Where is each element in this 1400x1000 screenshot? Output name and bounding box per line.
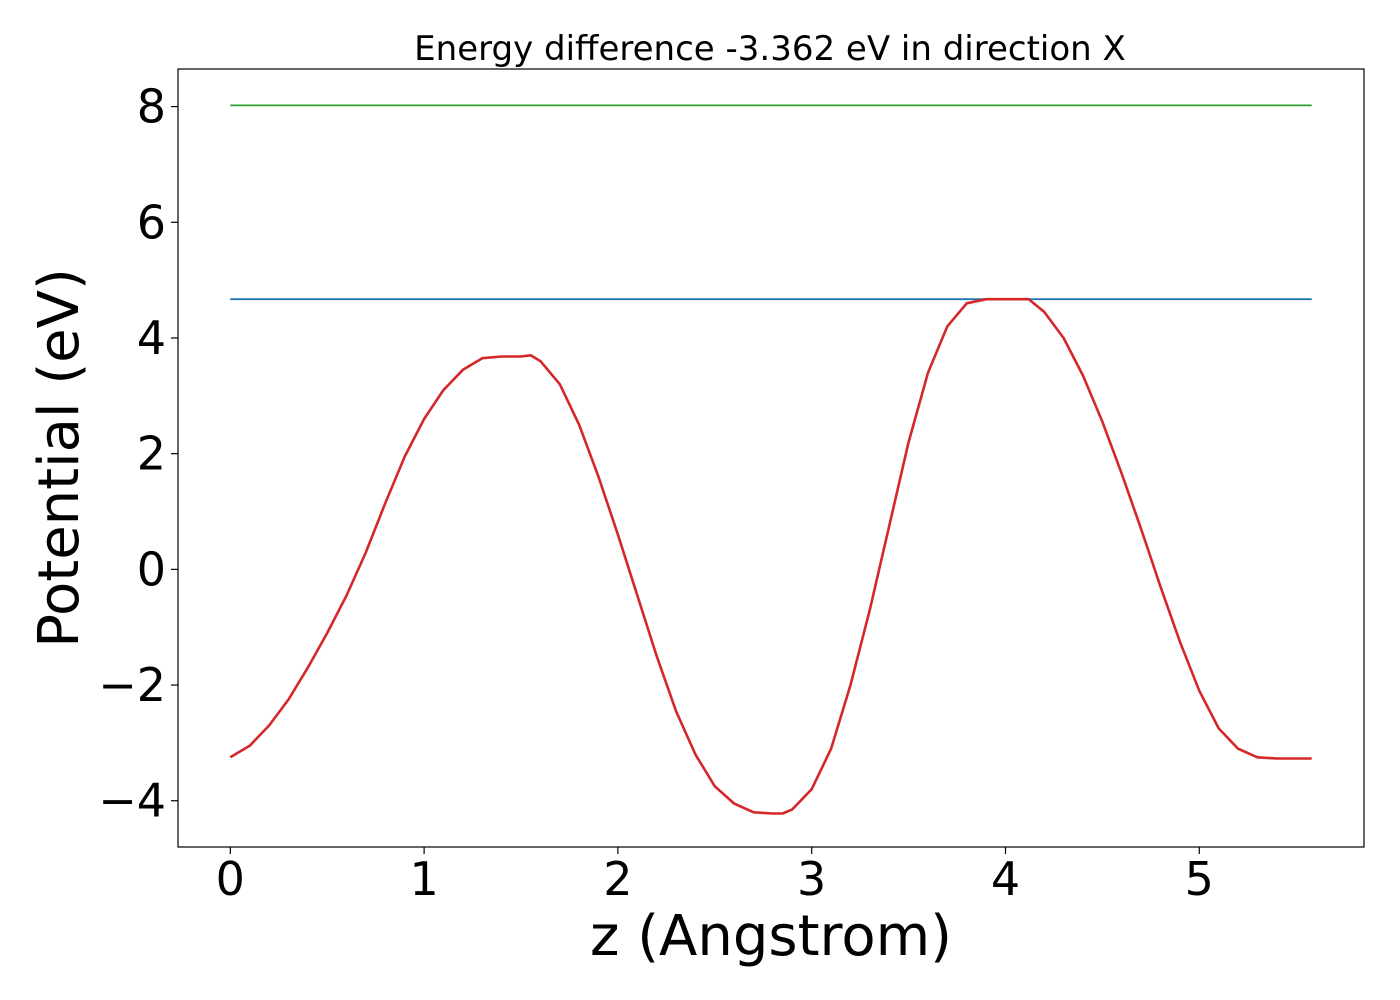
x-tick-label: 0 xyxy=(216,852,245,906)
y-tick-label: 0 xyxy=(137,542,166,596)
x-tick-label: 4 xyxy=(991,852,1020,906)
plot-lines xyxy=(229,104,1312,815)
plot-frame xyxy=(177,68,1365,848)
x-tick-label: 1 xyxy=(409,852,438,906)
x-tick-label: 2 xyxy=(603,852,632,906)
x-axis-label: z (Angstrom) xyxy=(590,904,952,969)
y-tick-label: −4 xyxy=(98,774,166,828)
x-tick-label: 5 xyxy=(1185,852,1214,906)
y-axis-label: Potential (eV) xyxy=(27,268,92,648)
chart-title: Energy difference -3.362 eV in direction… xyxy=(414,29,1126,69)
y-tick-label: 2 xyxy=(137,427,166,481)
y-tick-label: 6 xyxy=(137,195,166,249)
x-tick-label: 3 xyxy=(797,852,826,906)
y-tick-label: 8 xyxy=(137,80,166,134)
x-axis-ticks: 0 1 2 3 4 5 xyxy=(216,847,1214,906)
series-line-2 xyxy=(229,297,1312,815)
y-tick-label: −2 xyxy=(98,658,166,712)
y-axis-ticks: −4 −2 0 2 4 6 8 xyxy=(98,80,178,828)
y-tick-label: 4 xyxy=(137,311,166,365)
